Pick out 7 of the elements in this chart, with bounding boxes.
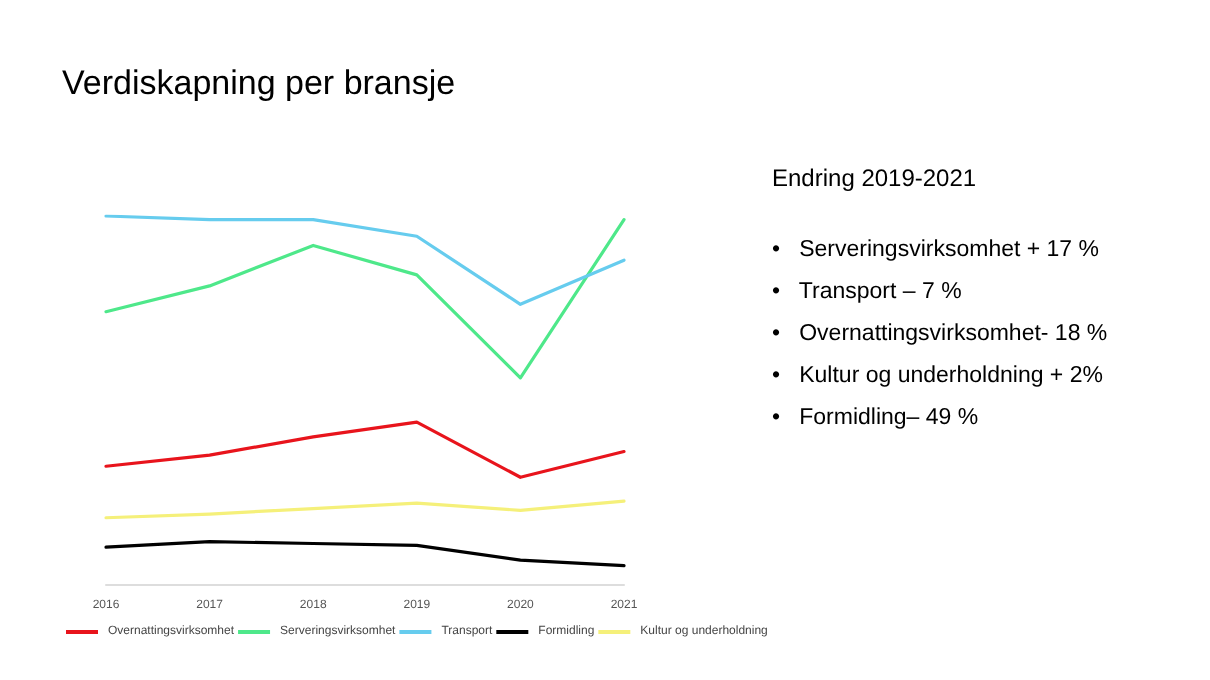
text: Endring 2019-2021: [772, 164, 977, 192]
text: • Overnattingsvirksomhet- 18 %: [772, 322, 1108, 346]
text: • Formidling– 49 %: [772, 406, 979, 430]
text: • Serveringsvirksomhet + 17 %: [772, 238, 1099, 262]
text: • Kultur og underholdning + 2%: [772, 364, 1103, 388]
chart-title: Verdiskapning per bransje: [62, 64, 456, 102]
text: • Transport – 7 %: [772, 280, 962, 304]
